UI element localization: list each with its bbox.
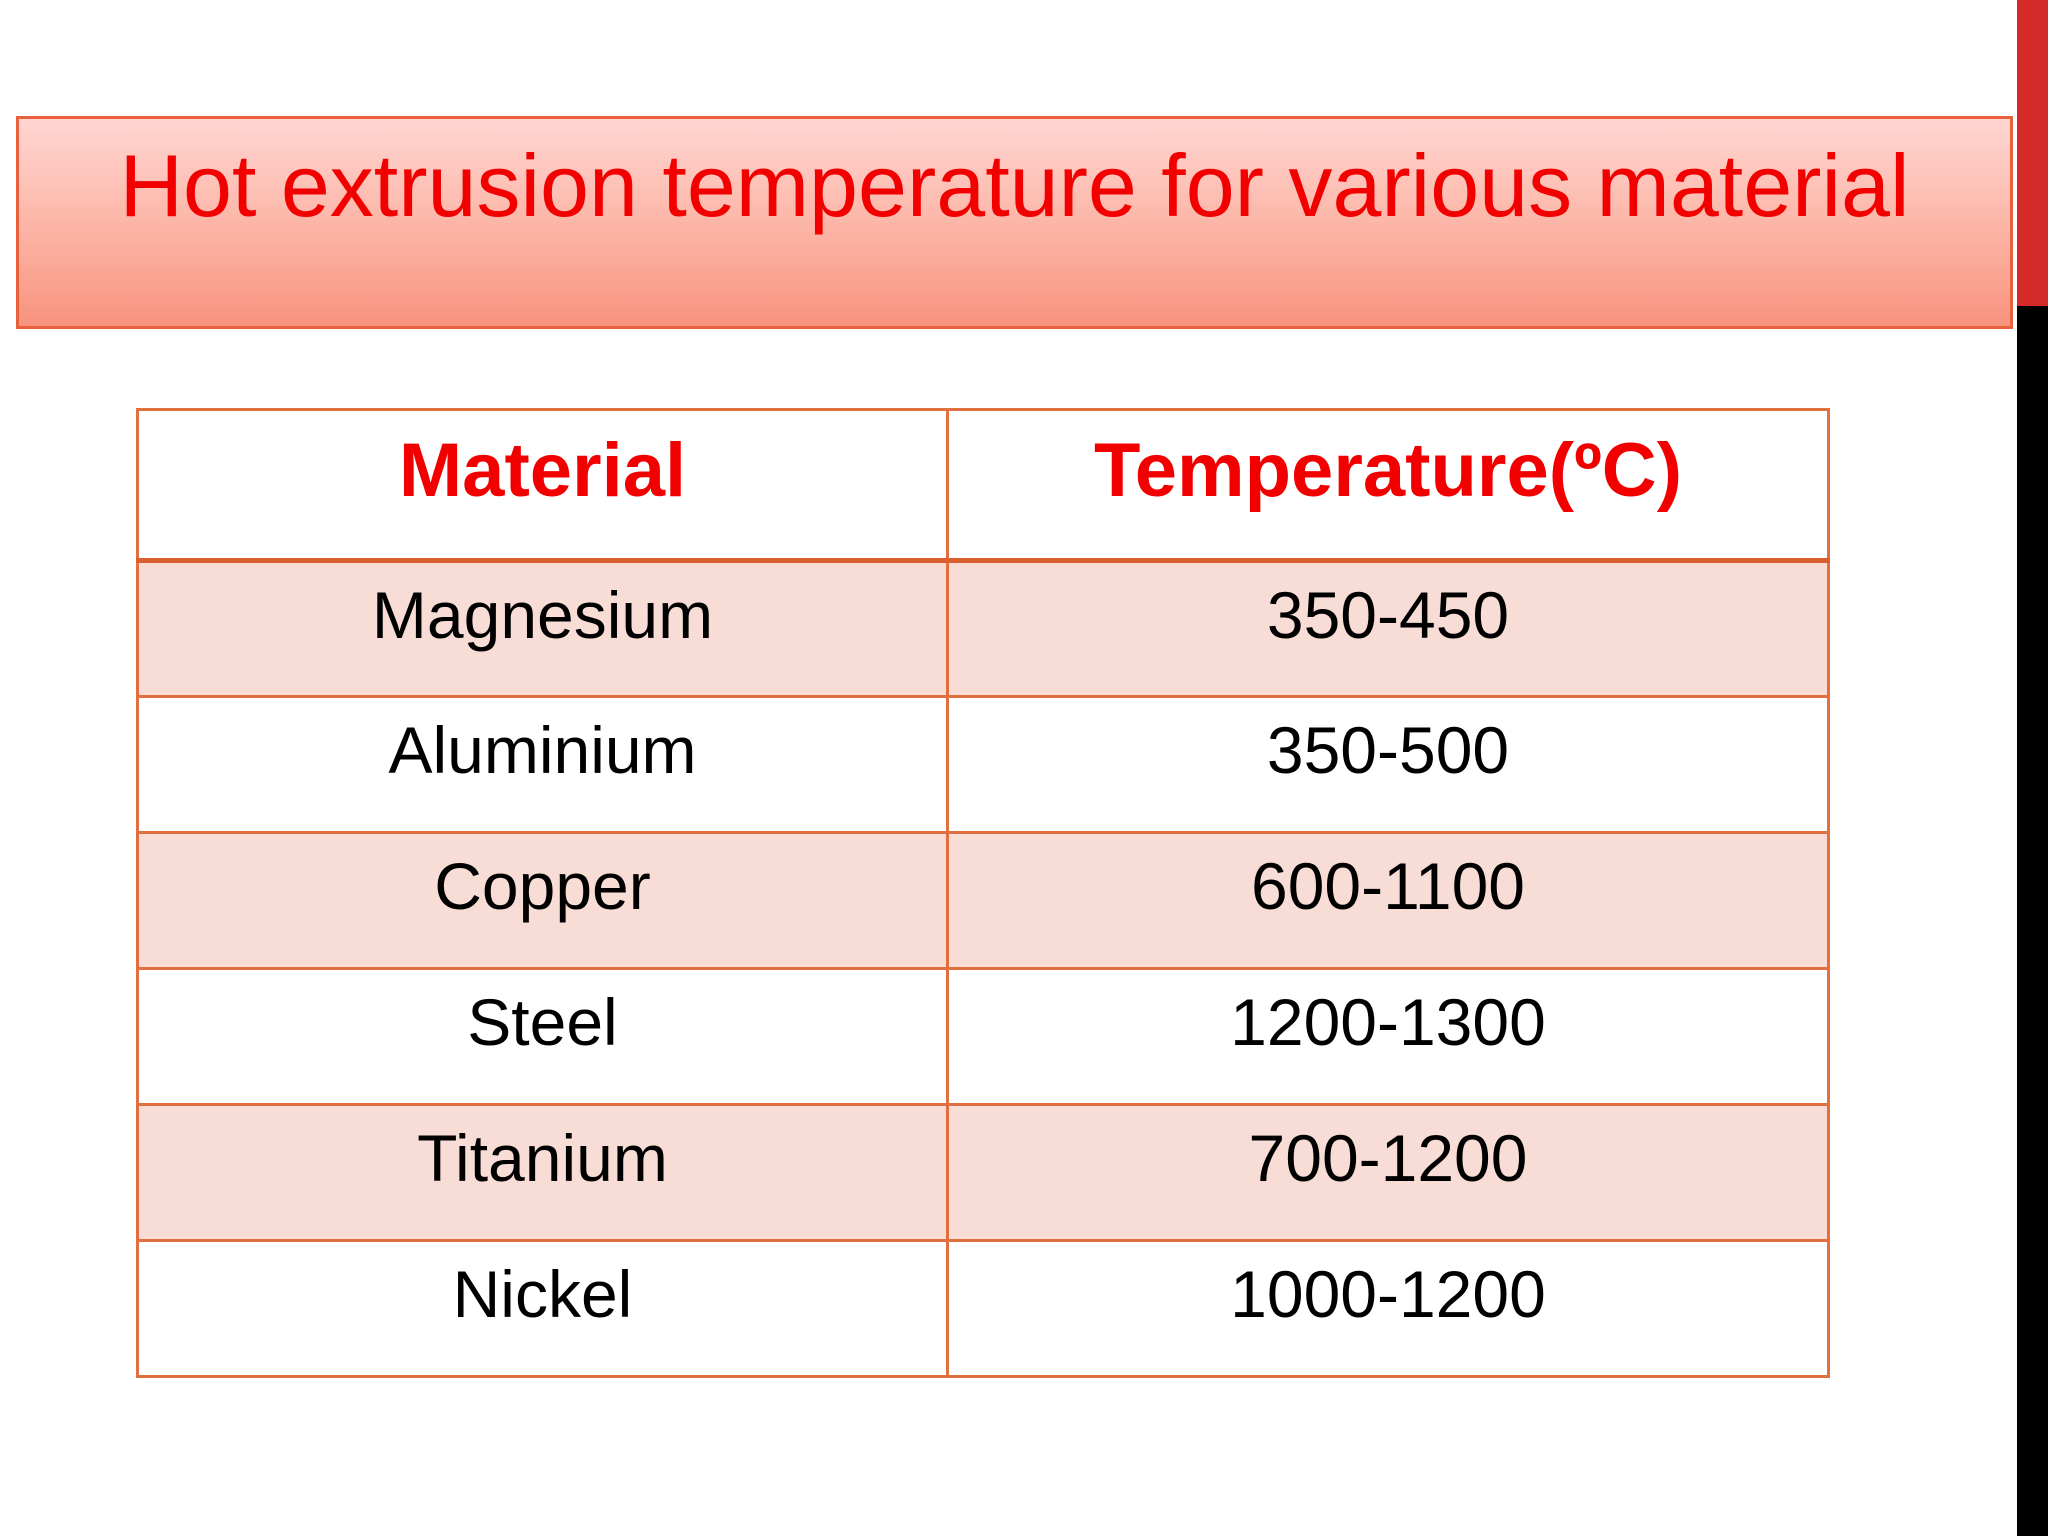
material-cell: Magnesium xyxy=(136,559,949,698)
title-banner: Hot extrusion temperature for various ma… xyxy=(16,116,2013,329)
table-row: Aluminium 350-500 xyxy=(136,695,1830,834)
header-material: Material xyxy=(136,408,949,563)
temperature-cell: 600-1100 xyxy=(946,831,1830,970)
material-cell: Titanium xyxy=(136,1103,949,1242)
temperature-table: Material Temperature(ºC) Magnesium 350-4… xyxy=(136,408,1830,1378)
temperature-cell: 350-500 xyxy=(946,695,1830,834)
table-row: Steel 1200-1300 xyxy=(136,967,1830,1106)
table-row: Magnesium 350-450 xyxy=(136,559,1830,698)
slide-title: Hot extrusion temperature for various ma… xyxy=(119,136,1910,235)
material-cell: Nickel xyxy=(136,1239,949,1378)
table-row: Copper 600-1100 xyxy=(136,831,1830,970)
material-cell: Steel xyxy=(136,967,949,1106)
table-row: Nickel 1000-1200 xyxy=(136,1239,1830,1378)
right-edge-accent xyxy=(2017,0,2048,306)
temperature-cell: 350-450 xyxy=(946,559,1830,698)
temperature-cell: 1200-1300 xyxy=(946,967,1830,1106)
temperature-cell: 1000-1200 xyxy=(946,1239,1830,1378)
temperature-cell: 700-1200 xyxy=(946,1103,1830,1242)
material-cell: Copper xyxy=(136,831,949,970)
table-row: Titanium 700-1200 xyxy=(136,1103,1830,1242)
material-cell: Aluminium xyxy=(136,695,949,834)
header-temperature: Temperature(ºC) xyxy=(946,408,1830,563)
table-header-row: Material Temperature(ºC) xyxy=(136,408,1830,563)
